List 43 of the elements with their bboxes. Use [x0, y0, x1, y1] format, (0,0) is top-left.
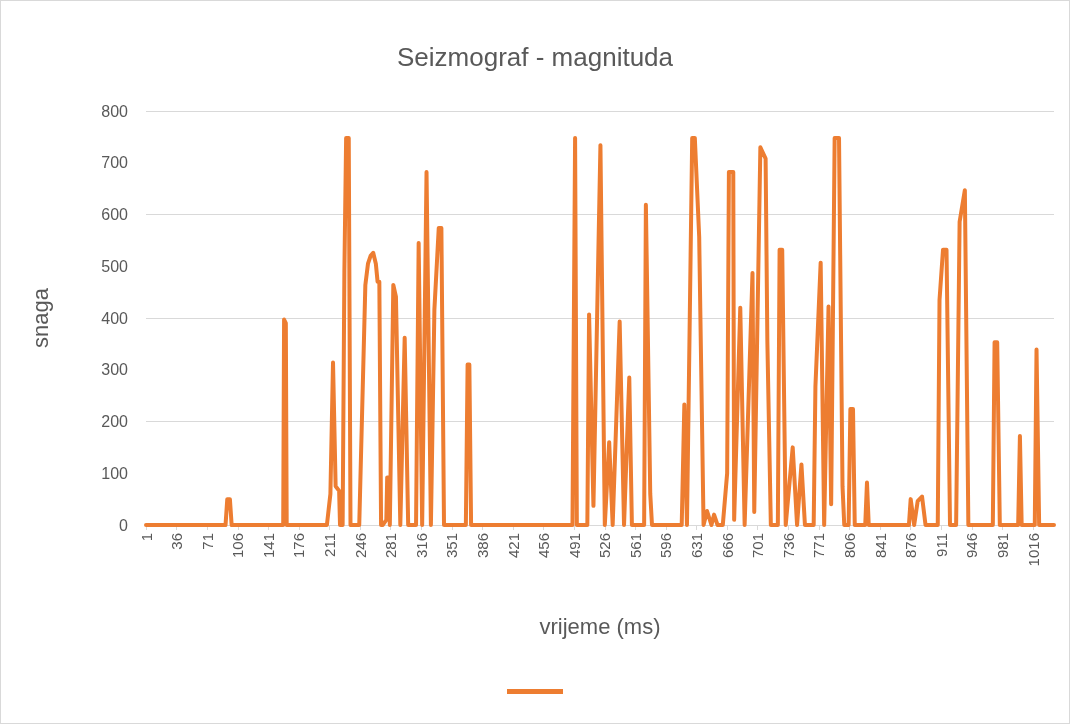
x-tick-label: 911 — [932, 533, 950, 557]
x-tick-label: 596 — [657, 533, 675, 559]
x-tick-label: 841 — [871, 533, 889, 559]
y-axis-title: snaga — [27, 287, 53, 348]
x-tick-label: 211 — [321, 533, 339, 557]
x-tick-label: 806 — [841, 533, 858, 559]
y-tick-label: 500 — [101, 257, 129, 275]
x-tick-label: 386 — [473, 533, 491, 559]
x-tick-label: 701 — [749, 533, 767, 559]
x-tick-label: 526 — [596, 533, 614, 559]
x-tick-label: 736 — [779, 533, 797, 559]
y-tick-label: 600 — [101, 206, 129, 223]
x-tick-label: 176 — [290, 533, 308, 559]
x-tick-label: 71 — [198, 533, 216, 550]
x-tick-label: 456 — [535, 533, 553, 559]
x-tick-label: 981 — [993, 533, 1011, 559]
x-tick-label: 421 — [504, 533, 522, 559]
chart-title: Seizmograf - magnituda — [396, 42, 674, 72]
x-axis-title: vrijeme (ms) — [539, 613, 661, 639]
x-tick-label: 561 — [626, 533, 644, 559]
y-tick-label: 0 — [119, 516, 129, 534]
x-tick-label: 351 — [443, 533, 461, 559]
x-tick-label: 141 — [259, 533, 277, 559]
x-tick-label: 246 — [351, 533, 369, 559]
x-tick-label: 946 — [963, 533, 981, 559]
x-tick-label: 316 — [412, 533, 430, 559]
x-tick-label: 106 — [229, 533, 247, 559]
line-series — [144, 135, 1056, 527]
y-tick-label: 300 — [101, 361, 129, 379]
y-tick-label: 100 — [101, 464, 129, 482]
y-tick-label: 400 — [101, 309, 129, 327]
x-tick-label: 281 — [382, 533, 400, 559]
x-tick-label: 771 — [810, 533, 828, 559]
x-tick-label: 36 — [168, 533, 186, 550]
y-tick-label: 700 — [101, 154, 129, 172]
x-tick-label: 631 — [688, 533, 706, 559]
y-tick-label: 800 — [101, 102, 129, 120]
x-tick-label: 1 — [137, 533, 155, 542]
x-tick-label: 1016 — [1024, 533, 1042, 567]
x-tick-label: 876 — [902, 533, 920, 559]
y-tick-label: 200 — [101, 413, 129, 430]
x-tick-label: 491 — [565, 533, 583, 559]
x-tick-label: 666 — [718, 533, 736, 559]
